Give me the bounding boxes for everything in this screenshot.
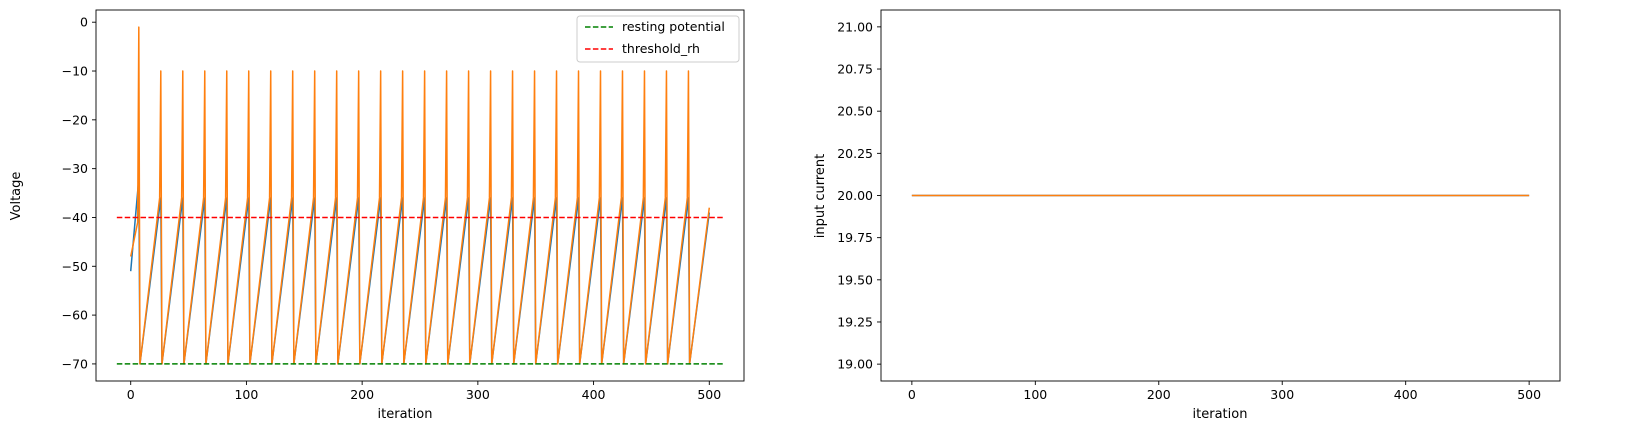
- voltage-line-series-2: [129, 26, 711, 365]
- voltage-legend: resting potential threshold_rh: [576, 15, 740, 63]
- voltage-x-axis-label: iteration: [378, 407, 433, 422]
- current-x-tick-label: 400: [1394, 387, 1418, 402]
- current-y-tick-label: 20.75: [837, 62, 873, 77]
- voltage-x-tick-label: 0: [127, 387, 135, 402]
- current-y-tick-label: 19.75: [837, 230, 873, 245]
- current-y-tick-label: 20.25: [837, 146, 873, 161]
- voltage-x-tick-label: 400: [582, 387, 606, 402]
- current-x-tick-label: 500: [1517, 387, 1541, 402]
- voltage-x-tick-label: 300: [466, 387, 490, 402]
- voltage-y-tick-label: −10: [62, 64, 88, 79]
- voltage-y-axis-label: Voltage: [9, 172, 24, 221]
- voltage-y-axis: 0 −10 −20 −30 −40 −50 −60 −70: [62, 15, 96, 371]
- voltage-x-tick-label: 200: [350, 387, 374, 402]
- input-current-plot: iteration input current 0 100 200 300 400 500…: [813, 9, 1561, 422]
- voltage-plot-area: [116, 26, 724, 365]
- current-x-axis-label: iteration: [1193, 407, 1248, 422]
- legend-label-threshold-rh: threshold_rh: [622, 41, 700, 56]
- voltage-x-tick-label: 500: [697, 387, 721, 402]
- voltage-y-tick-label: −60: [62, 308, 88, 323]
- legend-frame: [576, 15, 740, 63]
- voltage-y-tick-label: −50: [62, 259, 88, 274]
- current-x-tick-label: 200: [1147, 387, 1171, 402]
- current-y-tick-label: 21.00: [837, 19, 873, 34]
- current-y-tick-label: 19.25: [837, 314, 873, 329]
- current-y-tick-label: 20.00: [837, 188, 873, 203]
- legend-label-resting-potential: resting potential: [622, 19, 725, 34]
- current-x-tick-label: 300: [1270, 387, 1294, 402]
- voltage-y-tick-label: −30: [62, 161, 88, 176]
- current-x-axis: 0 100 200 300 400 500: [908, 381, 1541, 402]
- voltage-y-tick-label: −40: [62, 210, 88, 225]
- current-y-axis-label: input current: [813, 154, 828, 238]
- voltage-axes-frame: [95, 9, 745, 382]
- voltage-y-tick-label: −70: [62, 356, 88, 371]
- current-x-tick-label: 0: [908, 387, 916, 402]
- voltage-y-tick-label: −20: [62, 112, 88, 127]
- current-y-tick-label: 19.50: [837, 272, 873, 287]
- voltage-x-axis: 0 100 200 300 400 500: [127, 381, 721, 402]
- voltage-axes-border: [95, 9, 745, 382]
- voltage-y-tick-label: 0: [80, 15, 88, 30]
- current-y-axis: 19.00 19.25 19.50 19.75 20.00 20.25 20.50 20.75…: [837, 19, 881, 372]
- voltage-plot: iteration Voltage 0 100 200 300 400 500 0 −10 −2…: [9, 9, 745, 422]
- current-x-tick-label: 100: [1023, 387, 1047, 402]
- current-y-tick-label: 20.50: [837, 104, 873, 119]
- current-y-tick-label: 19.00: [837, 357, 873, 372]
- voltage-x-tick-label: 100: [234, 387, 258, 402]
